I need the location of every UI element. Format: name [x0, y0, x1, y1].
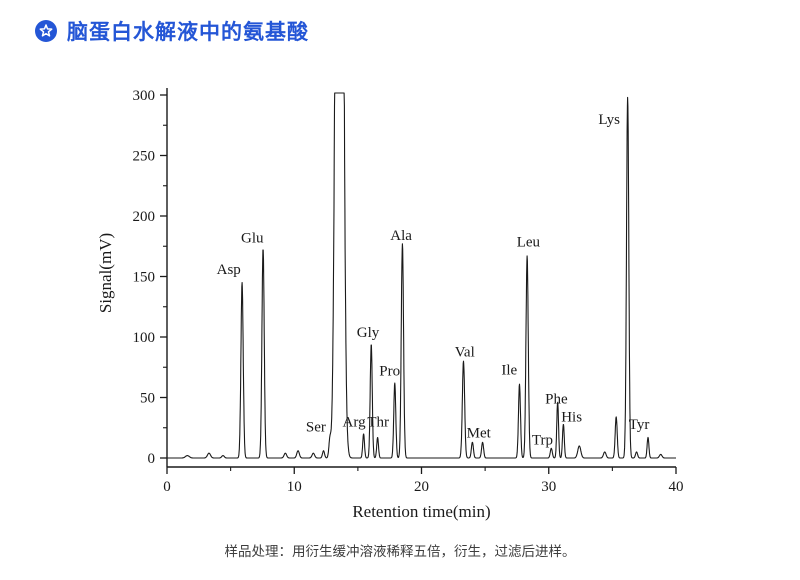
- peak-label-Tyr: Tyr: [629, 417, 650, 433]
- peak-label-Lys: Lys: [598, 112, 620, 128]
- peak-label-Leu: Leu: [517, 234, 541, 250]
- peak-label-Met: Met: [467, 425, 492, 441]
- peak-label-Val: Val: [455, 344, 475, 360]
- peak-label-Glu: Glu: [241, 231, 264, 247]
- y-axis-title: Signal(mV): [96, 233, 115, 313]
- svg-text:50: 50: [140, 391, 155, 407]
- page-title: 脑蛋白水解液中的氨基酸: [67, 21, 309, 44]
- x-axis-title: Retention time(min): [352, 502, 490, 521]
- peak-label-Gly: Gly: [357, 325, 380, 341]
- peak-label-His: His: [561, 410, 582, 426]
- sample-prep-caption: 样品处理：用衍生缓冲溶液稀释五倍，衍生，过滤后进样。: [224, 544, 576, 559]
- svg-text:200: 200: [133, 209, 156, 225]
- peak-label-Trp: Trp: [532, 433, 553, 449]
- peak-label-Phe: Phe: [545, 392, 568, 408]
- svg-text:150: 150: [133, 270, 156, 286]
- svg-text:10: 10: [287, 479, 302, 495]
- peak-label-Asp: Asp: [217, 262, 241, 278]
- svg-text:0: 0: [148, 451, 156, 467]
- peak-label-Pro: Pro: [379, 364, 400, 380]
- svg-text:300: 300: [133, 88, 156, 104]
- svg-text:100: 100: [133, 330, 156, 346]
- peak-label-Ile: Ile: [501, 363, 517, 379]
- peak-label-Arg: Arg: [343, 415, 367, 431]
- peak-label-Ala: Ala: [390, 228, 412, 244]
- peak-label-Thr: Thr: [367, 415, 389, 431]
- page-header: 脑蛋白水解液中的氨基酸: [34, 16, 309, 46]
- svg-text:250: 250: [133, 149, 156, 165]
- peak-label-Ser: Ser: [306, 419, 326, 435]
- svg-text:30: 30: [541, 479, 556, 495]
- svg-text:0: 0: [163, 479, 171, 495]
- star-badge-icon: [35, 20, 57, 42]
- svg-text:20: 20: [414, 479, 429, 495]
- svg-text:40: 40: [669, 479, 684, 495]
